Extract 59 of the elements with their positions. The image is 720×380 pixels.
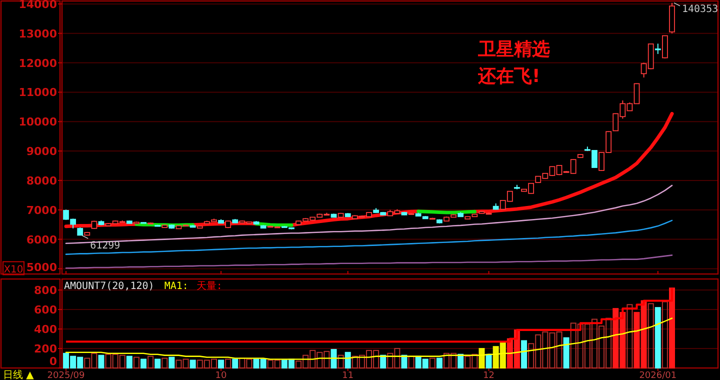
- bar: [486, 354, 492, 368]
- y-tick-label: 400: [34, 323, 58, 336]
- bar: [98, 354, 104, 368]
- annotation: 还在飞!: [477, 66, 540, 87]
- bar: [408, 356, 414, 368]
- line-series: [65, 318, 673, 360]
- y-tick-label: 6000: [26, 233, 58, 246]
- text: 140353: [682, 4, 718, 15]
- bar: [478, 348, 485, 368]
- text: 天量:: [196, 281, 222, 292]
- y-tick-label: 13000: [18, 27, 58, 40]
- y-tick-label: 11000: [18, 86, 58, 100]
- bar: [126, 356, 132, 368]
- text: 日线 ▲: [3, 369, 34, 380]
- x-tick-label: 10: [215, 371, 228, 380]
- y-tick-label: 600: [34, 304, 58, 317]
- bar: [154, 358, 161, 368]
- x-tick-label: 2025/09: [47, 371, 85, 380]
- bar: [338, 354, 344, 368]
- bar: [662, 301, 668, 368]
- bar: [563, 337, 570, 368]
- bar: [140, 358, 147, 368]
- bar: [429, 358, 436, 368]
- y-tick-label: 0: [49, 355, 58, 368]
- candlestick: [662, 34, 668, 59]
- y-tick-label: 12000: [18, 56, 58, 70]
- y-tick-label: 10000: [18, 116, 58, 129]
- x-tick-label: 2026/01: [639, 371, 677, 380]
- y-tick-label: 5000: [26, 261, 58, 274]
- chart-title: AMOUNT7(20,120): [64, 281, 154, 292]
- bar: [654, 307, 661, 368]
- y-tick-label: 8000: [26, 174, 58, 188]
- y-tick-label: 9000: [26, 145, 58, 158]
- bar: [218, 360, 224, 368]
- y-tick-label: 200: [34, 342, 58, 356]
- bar: [232, 358, 238, 368]
- line-series: [65, 254, 673, 269]
- x-tick-label: 11: [342, 371, 354, 380]
- y-tick-label: 800: [34, 284, 58, 298]
- text: MA1:: [164, 281, 188, 292]
- bar: [521, 340, 528, 368]
- annotation: 卫星精选: [477, 39, 550, 60]
- bar: [225, 358, 232, 368]
- bar: [162, 358, 168, 368]
- candlestick: [654, 43, 661, 54]
- bar: [669, 288, 675, 368]
- bar: [148, 356, 154, 368]
- bar: [626, 304, 633, 368]
- annotation: 61299: [90, 240, 120, 252]
- bar: [168, 356, 175, 368]
- bar: [190, 360, 196, 368]
- bar: [436, 358, 442, 368]
- bar: [648, 303, 654, 368]
- text: X10: [4, 264, 24, 276]
- y-tick-label: 7000: [26, 204, 58, 217]
- line-series: [65, 220, 673, 255]
- x-tick-label: 12: [483, 371, 495, 380]
- bar: [133, 356, 140, 368]
- y-tick-label: 14000: [18, 0, 58, 11]
